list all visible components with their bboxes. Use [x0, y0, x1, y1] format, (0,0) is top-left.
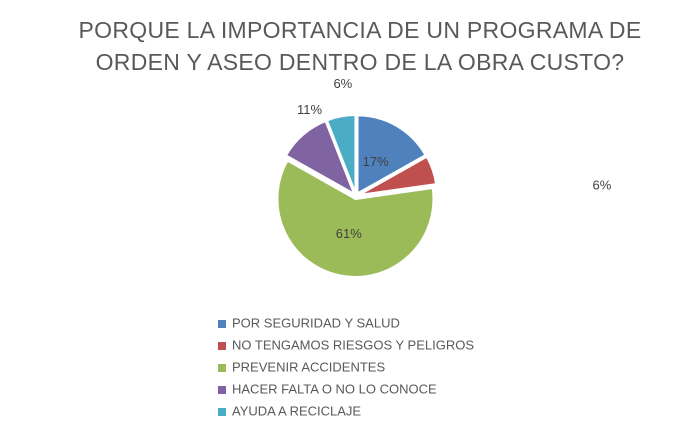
legend-label: PREVENIR ACCIDENTES [232, 359, 385, 374]
legend-label: NO TENGAMOS RIESGOS Y PELIGROS [232, 337, 474, 352]
legend-label: POR SEGURIDAD Y SALUD [232, 315, 400, 330]
chart-title: PORQUE LA IMPORTANCIA DE UN PROGRAMA DE … [78, 17, 642, 75]
legend-label: AYUDA A RECICLAJE [232, 403, 361, 418]
data-label: 11% [297, 102, 322, 117]
legend-swatch [218, 320, 226, 328]
data-label: 17% [363, 154, 389, 169]
pie-slice [284, 119, 356, 196]
pie-slice [356, 114, 427, 196]
data-label: 61% [336, 226, 362, 241]
legend-swatch [218, 364, 226, 372]
legend-swatch [218, 408, 226, 416]
legend-swatch [218, 386, 226, 394]
pie-slice [325, 114, 357, 194]
legend-swatch [218, 342, 226, 350]
data-label: 6% [592, 178, 611, 193]
pie-slice [358, 155, 438, 197]
legend-label: HACER FALTA O NO LO CONOCE [232, 381, 437, 396]
data-label: 6% [333, 76, 352, 91]
pie-slice [276, 159, 435, 278]
legend: POR SEGURIDAD Y SALUD NO TENGAMOS RIESGOS… [218, 315, 474, 418]
